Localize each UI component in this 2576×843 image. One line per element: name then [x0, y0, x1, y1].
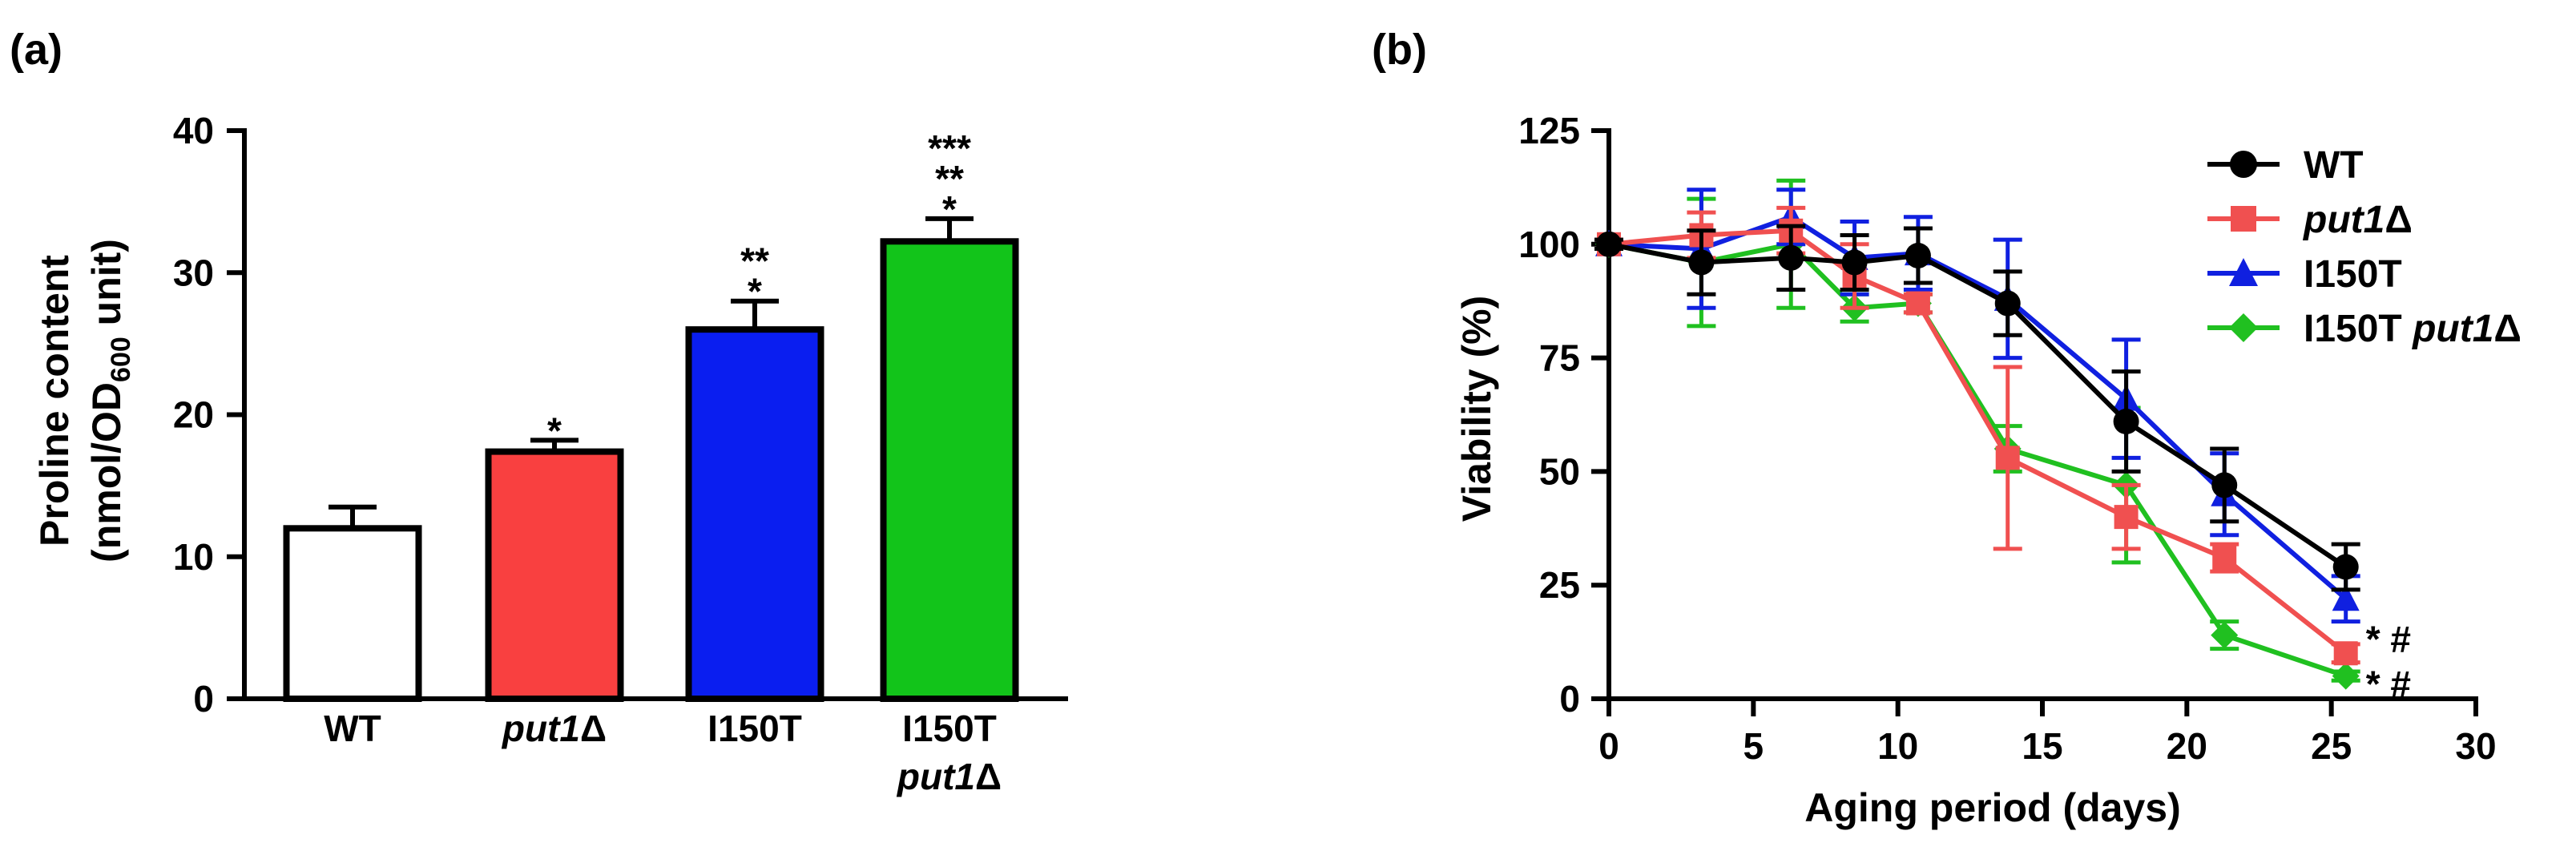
panel-a-ytick-label: 30	[173, 252, 214, 293]
bar	[485, 448, 624, 703]
bar	[283, 525, 422, 702]
data-point-circle	[2230, 151, 2257, 178]
data-point-circle	[1688, 249, 1715, 276]
panel-b-ytick-label: 50	[1539, 450, 1580, 492]
legend-item: put1Δ	[2207, 199, 2413, 241]
panel-b-annotations: * # * #	[2366, 618, 2411, 704]
panel-b-xlabel: Aging period (days)	[1804, 785, 2180, 830]
panel-b-series	[1594, 178, 2360, 690]
category-label: I150T	[707, 708, 802, 749]
category-label-suffix: Δ	[580, 708, 607, 749]
panel-b-xtick-label: 10	[1877, 725, 1918, 767]
data-point-diamond	[2332, 662, 2360, 690]
significance-annotation: * #	[2366, 618, 2411, 659]
panel-b-ytick-label: 0	[1559, 678, 1580, 720]
panel-b-xtick-label: 15	[2022, 725, 2062, 767]
panel-b-ytick-label: 100	[1518, 224, 1580, 265]
panel-b-ytick-label: 75	[1539, 337, 1580, 379]
data-point-triangle	[2332, 584, 2360, 611]
data-point-circle	[1905, 242, 1931, 268]
significance-annotation: * #	[2366, 664, 2411, 705]
significance-marker: *	[942, 188, 957, 230]
legend-label: put1Δ	[2302, 199, 2413, 241]
legend-label-italic: put1	[2411, 308, 2493, 350]
series-line	[1608, 241, 2347, 679]
data-point-triangle	[2229, 258, 2258, 286]
panel-label-a: (a)	[10, 26, 62, 74]
panel-b-xtick-label: 20	[2167, 725, 2207, 767]
legend-label-italic: put1	[2302, 199, 2385, 241]
series-line	[1608, 228, 2348, 655]
data-point-circle	[2211, 472, 2238, 498]
category-label-line2-main: put1	[896, 756, 975, 797]
data-point-circle	[1994, 290, 2021, 317]
panel-a-ytick-label: 10	[173, 536, 214, 578]
legend-label-name: I150T	[2304, 308, 2413, 350]
panel-b-ytick-label: 125	[1518, 110, 1580, 151]
panel-b-xtick-label: 25	[2311, 725, 2352, 767]
legend-label-name: I150T	[2304, 253, 2402, 296]
data-point-square	[1995, 446, 2020, 470]
data-point-diamond	[2211, 621, 2239, 649]
legend-label: I150T put1Δ	[2304, 308, 2522, 350]
panel-a-ylabel-line1: Proline content	[32, 255, 77, 547]
category-label-main: put1	[501, 708, 580, 749]
category-label-main: WT	[324, 708, 381, 749]
data-point-circle	[2113, 409, 2139, 435]
panel-a-ytick-label: 20	[173, 394, 214, 436]
legend-item: I150T put1Δ	[2207, 308, 2522, 350]
panel-b-xtick-label: 0	[1598, 725, 1619, 767]
panel-b-ylabel: Viability (%)	[1454, 296, 1499, 522]
category-label: I150T	[902, 708, 997, 749]
panel-b-xtick-label: 30	[2455, 725, 2496, 767]
ylabel-unit-post: unit)	[84, 239, 129, 337]
legend-item: WT	[2207, 144, 2364, 187]
significance-marker: *	[748, 271, 762, 313]
bar	[880, 238, 1019, 702]
legend-label: I150T	[2304, 253, 2402, 296]
significance-marker: **	[935, 158, 964, 200]
category-label-main: I150T	[707, 708, 802, 749]
panel-b-xtick-label: 5	[1744, 725, 1764, 767]
significance-marker: ***	[928, 127, 971, 169]
data-point-diamond	[2229, 313, 2258, 342]
data-point-circle	[1596, 231, 1622, 257]
legend-label: WT	[2304, 144, 2364, 187]
category-label-line2: put1Δ	[896, 756, 1002, 797]
data-point-square	[2212, 546, 2237, 571]
legend-label-suffix: Δ	[2493, 308, 2522, 350]
panel-label-b: (b)	[1372, 26, 1427, 74]
significance-marker: *	[547, 409, 562, 451]
data-point-circle	[2332, 554, 2359, 580]
data-point-circle	[1841, 249, 1868, 276]
legend-label-name: WT	[2304, 144, 2364, 187]
panel-a-y-axis-title: Proline content (nmol/OD600 unit)	[32, 239, 136, 563]
data-point-square	[1905, 291, 1930, 316]
panel-b-line-chart: 0 25 50 75 100 125 0 5 10 15 20 25 30 Aging period (…	[1454, 110, 2522, 830]
ylabel-unit-sub: 600	[106, 337, 136, 382]
category-label: put1Δ	[501, 708, 607, 749]
data-point-circle	[1778, 244, 1804, 271]
data-point-square	[2333, 641, 2358, 666]
legend-label-suffix: Δ	[2385, 199, 2413, 241]
panel-a-ytick-label: 0	[193, 678, 214, 720]
category-label-main: I150T	[902, 708, 997, 749]
significance-marker: **	[740, 240, 769, 282]
panel-b-ytick-label: 25	[1539, 564, 1580, 606]
panel-b-axes: 0 25 50 75 100 125 0 5 10 15 20 25 30	[1518, 110, 2496, 767]
bar	[685, 326, 824, 702]
panel-a-ylabel-line2: (nmol/OD600 unit)	[84, 239, 136, 563]
data-point-square	[2231, 206, 2256, 232]
series-0	[1594, 224, 2360, 592]
category-label-line2-suffix: Δ	[975, 756, 1002, 797]
data-point-square	[2114, 505, 2139, 530]
ylabel-unit-pre: (nmol/OD	[84, 382, 129, 563]
panel-a-ytick-label: 40	[173, 110, 214, 151]
legend-item: I150T	[2207, 253, 2402, 296]
category-label: WT	[324, 708, 381, 749]
